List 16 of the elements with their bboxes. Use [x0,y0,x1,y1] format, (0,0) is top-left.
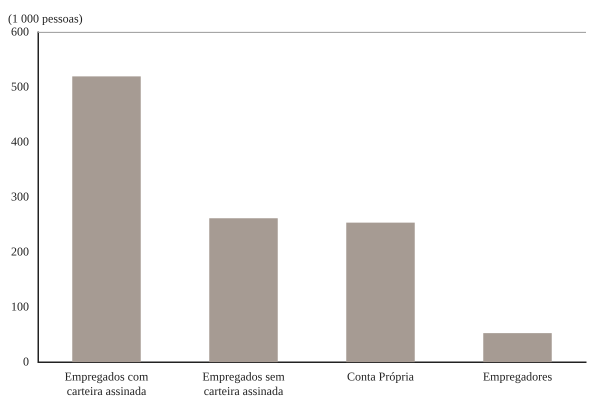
y-tick-label: 500 [11,80,29,94]
y-axis-title: (1 000 pessoas) [8,11,83,26]
bar [483,333,552,362]
bar [72,76,141,362]
x-tick-label: Empregados com carteira assinada [64,370,149,398]
y-tick-label: 600 [11,24,29,39]
y-tick-label: 0 [23,354,29,368]
x-tick-label: Conta Própria [347,370,415,384]
y-tick-label: 400 [11,134,29,148]
y-tick-label: 300 [11,189,29,204]
x-tick-label: Empregadores [482,370,552,384]
bar [209,218,278,362]
y-tick-label: 100 [11,299,29,314]
bar [346,222,415,362]
y-tick-label: 200 [11,244,29,258]
x-tick-label: Empregados sem carteira assinada [202,370,286,398]
